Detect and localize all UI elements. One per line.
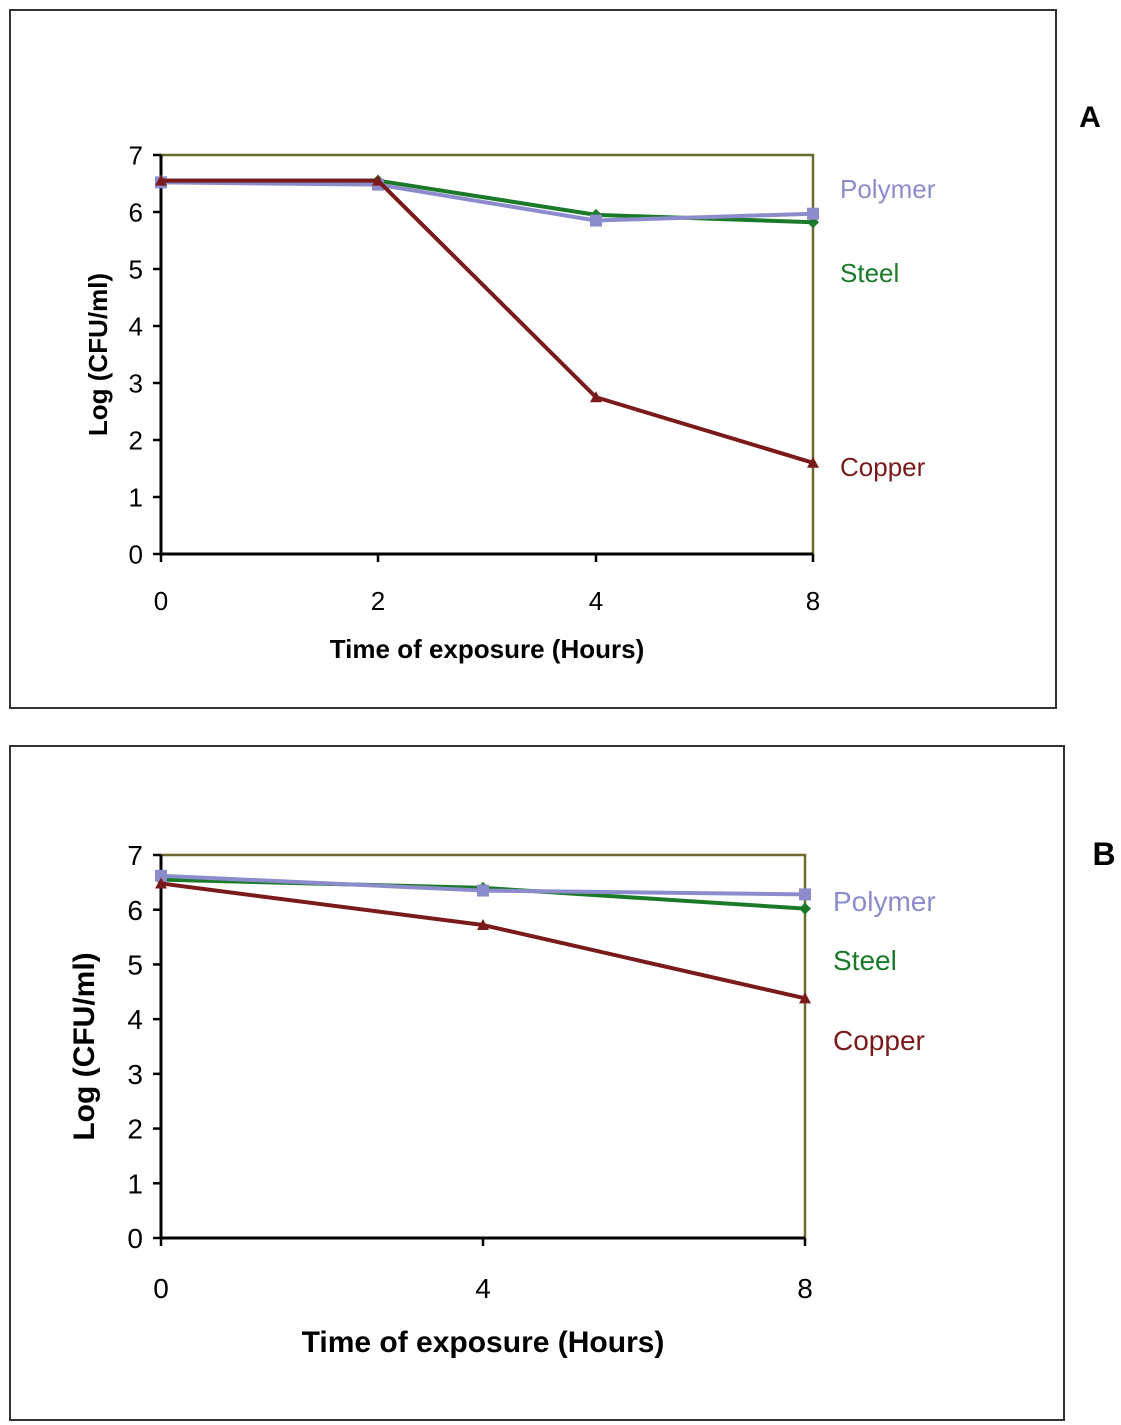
chart-frame bbox=[9, 9, 1057, 709]
data-point bbox=[477, 919, 489, 931]
y-tick-label: 4 bbox=[129, 311, 143, 341]
x-tick-label: 8 bbox=[797, 1273, 813, 1304]
x-tick-label: 0 bbox=[153, 1273, 169, 1304]
data-point bbox=[155, 174, 167, 186]
series-label-steel: Steel bbox=[840, 258, 899, 288]
chart-frame bbox=[9, 745, 1065, 1421]
y-tick-label: 3 bbox=[129, 368, 143, 398]
y-axis-title: Log (CFU/ml) bbox=[83, 273, 113, 436]
data-point bbox=[799, 992, 811, 1004]
y-tick-label: 6 bbox=[129, 197, 143, 227]
data-point bbox=[799, 902, 811, 915]
series-label-polymer: Polymer bbox=[833, 886, 936, 917]
series-polymer: Polymer bbox=[155, 869, 936, 917]
y-tick-label: 3 bbox=[127, 1059, 143, 1090]
data-point bbox=[590, 391, 602, 403]
data-point bbox=[590, 214, 602, 227]
panel-label: A bbox=[1079, 101, 1101, 134]
series-line-polymer bbox=[160, 180, 814, 223]
y-tick-label: 6 bbox=[127, 895, 143, 926]
x-tick-label: 4 bbox=[475, 1273, 491, 1304]
chart-panel-B: 0 1 2 3 4 5 6 7 0 4 8 Time of exposure (Hours) Log (… bbox=[9, 745, 1116, 1421]
data-point bbox=[155, 877, 167, 889]
series-copper: Copper bbox=[155, 174, 926, 482]
data-point bbox=[477, 884, 489, 897]
y-tick-label: 1 bbox=[129, 482, 143, 512]
panel-label: B bbox=[1092, 836, 1115, 872]
y-tick-label: 1 bbox=[127, 1168, 143, 1199]
x-tick-label: 4 bbox=[589, 586, 603, 616]
series-polymer: Polymer bbox=[155, 174, 936, 227]
series-line-copper bbox=[161, 178, 814, 465]
x-axis-title: Time of exposure (Hours) bbox=[302, 1326, 665, 1359]
series-label-copper: Copper bbox=[833, 1025, 925, 1056]
data-point bbox=[799, 888, 811, 901]
x-axis-title: Time of exposure (Hours) bbox=[330, 634, 644, 664]
y-tick-label: 0 bbox=[129, 539, 143, 569]
x-tick-label: 2 bbox=[371, 586, 385, 616]
data-point bbox=[372, 174, 384, 186]
y-tick-label: 2 bbox=[129, 425, 143, 455]
y-tick-label: 4 bbox=[127, 1004, 143, 1035]
x-tick-label: 0 bbox=[154, 586, 168, 616]
series-label-steel: Steel bbox=[833, 945, 897, 976]
chart-panel-A: 0 1 2 3 4 5 6 7 0 2 4 8 Time of exposure (Hours) Log … bbox=[9, 9, 1101, 709]
data-point bbox=[155, 869, 167, 882]
y-tick-label: 2 bbox=[127, 1114, 143, 1145]
y-tick-label: 7 bbox=[129, 140, 143, 170]
data-point bbox=[807, 207, 819, 220]
x-tick-label: 8 bbox=[806, 586, 820, 616]
y-tick-label: 5 bbox=[129, 254, 143, 284]
series-label-copper: Copper bbox=[840, 452, 926, 482]
y-axis-title: Log (CFU/ml) bbox=[68, 952, 101, 1140]
data-point bbox=[807, 456, 819, 468]
y-tick-label: 0 bbox=[127, 1223, 143, 1254]
y-tick-label: 7 bbox=[127, 840, 143, 871]
y-tick-label: 5 bbox=[127, 950, 143, 981]
series-label-polymer: Polymer bbox=[840, 174, 936, 204]
series-copper: Copper bbox=[155, 877, 925, 1056]
